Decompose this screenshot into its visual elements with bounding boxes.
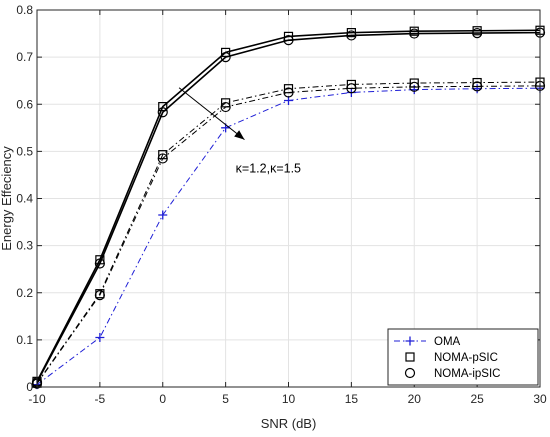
marker-circle (409, 81, 420, 92)
marker-circle (220, 101, 231, 113)
legend-item-oma: OMA (394, 336, 461, 348)
legend-label: NOMA-pSIC (434, 352, 498, 364)
series-line (36, 31, 541, 383)
y-tick-label: 0.6 (16, 97, 33, 111)
y-tick-label: 0.8 (16, 3, 33, 17)
y-tick-label: 0.3 (16, 239, 33, 253)
marker-square (158, 102, 168, 112)
x-tick-label: 25 (470, 392, 484, 406)
x-tick-label: 30 (533, 392, 547, 406)
legend: OMA NOMA-pSIC NOMA-ipSIC (387, 328, 539, 386)
series-group (31, 25, 546, 390)
y-axis-label: Energy Effeciency (0, 146, 14, 251)
marker-square (283, 84, 294, 94)
axes: -10 -5 0 5 10 15 20 25 30 0 0.1 0.2 0.3 0.4 0.5 0.6 0.7 0… (0, 3, 547, 431)
marker-circle (283, 87, 294, 98)
marker-plus (472, 84, 482, 94)
marker-plus (405, 336, 415, 346)
marker-square (346, 79, 356, 90)
marker-plus (95, 333, 105, 343)
marker-circle (283, 35, 294, 46)
marker-circle (409, 28, 420, 39)
marker-circle (94, 290, 105, 301)
x-tick-label: 5 (222, 392, 229, 406)
marker-circle (472, 27, 483, 39)
y-tick-label: 0.4 (16, 192, 33, 206)
legend-label: OMA (434, 336, 461, 348)
marker-circle (346, 30, 357, 41)
legend-item-noma-psic: NOMA-pSIC (405, 352, 498, 364)
x-tick-label: 15 (345, 392, 359, 406)
x-tick-label: 0 (159, 392, 166, 406)
annotation-arrow-head (234, 130, 245, 140)
marker-square (405, 352, 415, 362)
y-tick-label: 0.2 (16, 286, 33, 300)
marker-circle (346, 83, 357, 94)
marker-circle (472, 81, 483, 92)
marker-circle (157, 153, 168, 164)
y-tick-label: 0.7 (16, 50, 33, 64)
annotation-text: κ=1.2,κ=1.5 (236, 162, 301, 176)
series-line (36, 85, 541, 384)
grid (36, 9, 541, 388)
marker-circle (404, 367, 416, 379)
legend-box (387, 328, 539, 386)
marker-square (472, 77, 482, 88)
y-tick-label: 0 (26, 380, 33, 394)
series-line (36, 81, 541, 384)
marker-plus (158, 210, 168, 220)
marker-circle (220, 52, 231, 63)
x-tick-label: 20 (408, 392, 422, 406)
x-tick-label: 10 (282, 392, 296, 406)
x-tick-label: -10 (28, 392, 46, 406)
legend-label: NOMA-ipSIC (434, 368, 500, 380)
legend-item-noma-ipsic: NOMA-ipSIC (404, 367, 500, 380)
x-tick-label: -5 (95, 392, 106, 406)
marker-circle (94, 258, 105, 269)
marker-circle (157, 107, 168, 118)
y-tick-label: 0.1 (16, 333, 33, 347)
annotation-arrow-line (178, 87, 245, 140)
y-tick-label: 0.5 (16, 144, 33, 158)
annotation: κ=1.2,κ=1.5 (178, 87, 301, 176)
series-line (36, 29, 541, 382)
x-axis-label: SNR (dB) (261, 416, 317, 431)
